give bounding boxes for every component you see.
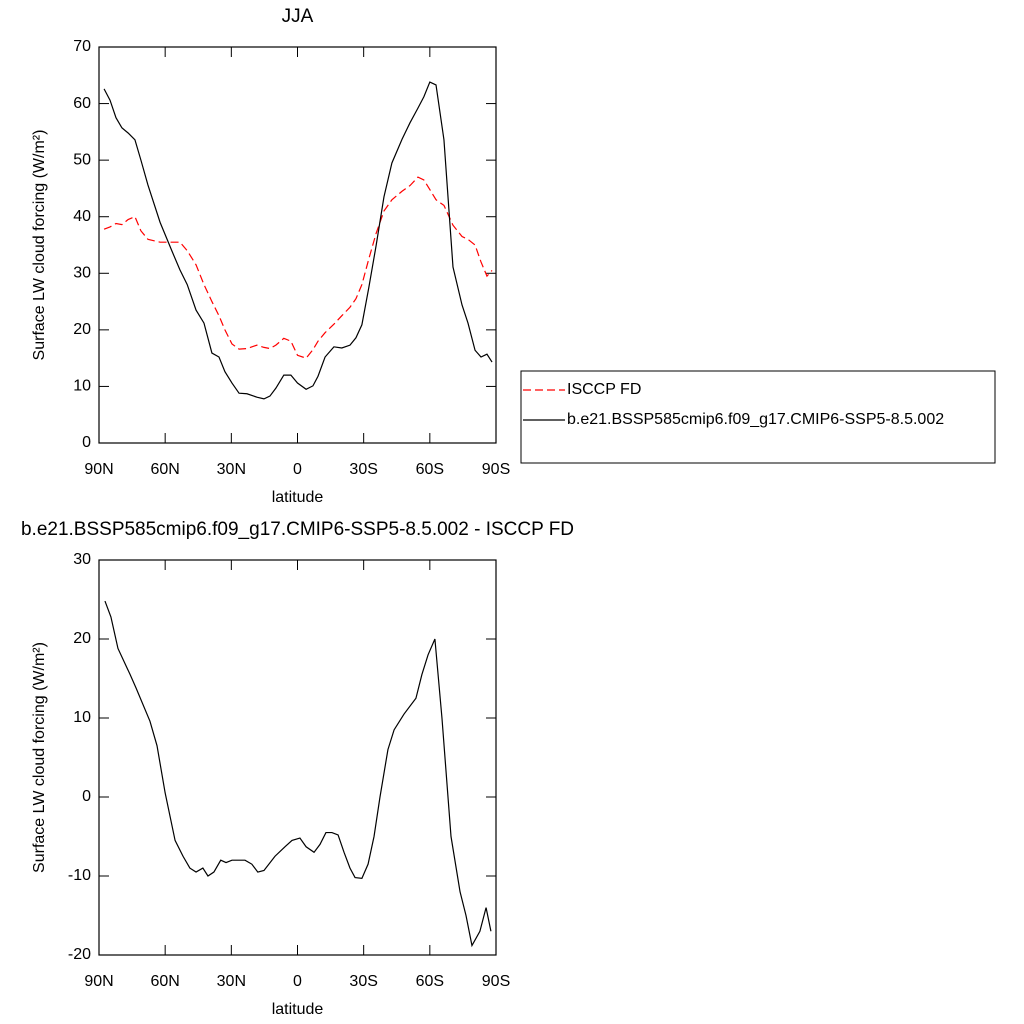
x-tick-label: 90S [482, 461, 510, 478]
x-tick-label: 30N [217, 461, 246, 478]
y-tick-label: 50 [73, 151, 91, 168]
y-tick-label: 0 [82, 434, 91, 451]
chart-title: JJA [282, 6, 314, 27]
y-tick-label: 10 [73, 378, 91, 395]
legend-label: b.e21.BSSP585cmip6.f09_g17.CMIP6-SSP5-8.… [567, 411, 944, 428]
data-line [104, 600, 492, 948]
y-tick-label: 0 [82, 788, 91, 805]
y-tick-label: 10 [73, 709, 91, 726]
chart-title: b.e21.BSSP585cmip6.f09_g17.CMIP6-SSP5-8.… [21, 519, 574, 540]
x-tick-label: 90N [84, 461, 113, 478]
y-tick-label: -10 [68, 867, 91, 884]
y-tick-label: -20 [68, 946, 91, 963]
y-tick-label: 20 [73, 321, 91, 338]
x-tick-label: 0 [293, 973, 302, 990]
y-tick-label: 60 [73, 95, 91, 112]
x-tick-label: 60N [150, 461, 179, 478]
legend-label: ISCCP FD [567, 381, 641, 398]
x-tick-label: 0 [293, 461, 302, 478]
y-tick-label: 70 [73, 38, 91, 55]
x-tick-label: 30S [349, 461, 377, 478]
y-tick-label: 30 [73, 551, 91, 568]
x-axis-label: latitude [272, 489, 324, 506]
x-axis-label: latitude [272, 1001, 324, 1018]
y-tick-label: 20 [73, 630, 91, 647]
legend-box [520, 370, 996, 464]
y-tick-label: 30 [73, 265, 91, 282]
x-tick-label: 60N [150, 973, 179, 990]
x-tick-label: 90N [84, 973, 113, 990]
y-axis-label: Surface LW cloud forcing (W/m²) [31, 130, 48, 361]
x-tick-label: 30S [349, 973, 377, 990]
x-tick-label: 60S [416, 973, 444, 990]
x-tick-label: 30N [217, 973, 246, 990]
data-line [103, 81, 493, 400]
x-tick-label: 90S [482, 973, 510, 990]
y-axis-label: Surface LW cloud forcing (W/m²) [31, 642, 48, 873]
x-tick-label: 60S [416, 461, 444, 478]
y-tick-label: 40 [73, 208, 91, 225]
data-line [103, 176, 493, 359]
